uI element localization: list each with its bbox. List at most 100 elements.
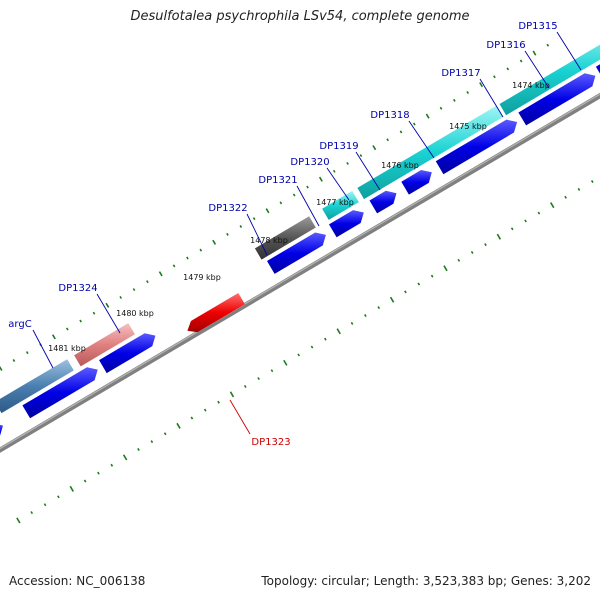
tick-mark-outer <box>532 50 537 56</box>
kbp-label: 1480 kbp <box>116 309 154 318</box>
tick-mark-inner <box>16 517 21 524</box>
tick-mark-inner <box>122 454 128 461</box>
tick-mark-inner <box>57 495 60 499</box>
tick-mark-outer <box>439 106 443 110</box>
label-leader-line <box>246 213 268 256</box>
tick-mark-inner <box>243 384 247 388</box>
tick-mark-outer <box>212 239 217 245</box>
tick-mark-inner <box>443 265 448 272</box>
tick-mark-inner <box>30 511 34 515</box>
tick-mark-outer <box>265 208 270 214</box>
tick-mark-inner <box>270 369 274 373</box>
gene-label-DP1318: DP1318 <box>370 110 409 121</box>
label-layer: 1474 kbp 1475 kbp 1476 kbp 1477 kbp 1478 kbp… <box>8 21 582 448</box>
tick-mark-outer <box>425 113 430 119</box>
gene-label-DP1323: DP1323 <box>251 437 290 448</box>
tick-mark-inner <box>297 353 300 357</box>
accession-label: Accession: NC_006138 <box>9 574 146 588</box>
tick-mark-inner <box>377 306 381 310</box>
gene-label-DP1316: DP1316 <box>486 40 525 51</box>
cds-arrow <box>99 333 156 374</box>
feature-track <box>0 44 600 436</box>
tick-mark-inner <box>364 314 367 318</box>
tick-mark-outer <box>346 161 349 165</box>
tick-mark-inner <box>389 296 395 303</box>
tick-mark-outer <box>318 176 323 182</box>
tick-mark-inner <box>417 282 421 286</box>
gene-label-DP1317: DP1317 <box>441 68 480 79</box>
tick-mark-inner <box>69 485 74 492</box>
tick-mark-outer <box>519 59 523 63</box>
kbp-label: 1476 kbp <box>381 161 419 170</box>
feature-arrow-DP1323 <box>187 293 245 333</box>
tick-mark-outer <box>332 169 336 173</box>
cds-arrow <box>435 119 518 175</box>
cds-arrow <box>22 367 98 419</box>
tick-mark-outer <box>226 232 229 236</box>
cds-arrow <box>518 73 596 126</box>
tick-mark-outer <box>399 130 403 134</box>
tick-mark-outer <box>479 82 484 88</box>
tick-mark-outer <box>506 67 510 71</box>
tick-mark-inner <box>537 211 541 215</box>
tick-mark-inner <box>470 250 474 254</box>
tick-mark-inner <box>257 377 260 381</box>
tick-mark-outer <box>12 359 16 362</box>
tick-mark-outer <box>25 351 29 355</box>
tick-mark-inner <box>550 202 555 209</box>
tick-mark-inner <box>590 180 594 184</box>
map-title: Desulfotalea psychrophila LSv54, complet… <box>130 9 470 24</box>
feature-bar-DP1322 <box>254 216 316 260</box>
tick-mark-inner <box>577 187 581 191</box>
tick-mark-outer <box>132 288 136 292</box>
tick-mark-outer <box>186 256 189 260</box>
tick-mark-inner <box>324 337 327 341</box>
label-leader-line <box>408 120 435 159</box>
cds-arrow <box>267 232 326 274</box>
gene-label-argC: argC <box>8 319 31 330</box>
cds-arrow <box>329 210 364 238</box>
kbp-label: 1481 kbp <box>48 344 86 353</box>
tick-mark-inner <box>97 471 100 475</box>
tick-mark-outer <box>239 225 243 228</box>
tick-marks <box>0 43 594 524</box>
label-leader-line <box>32 329 54 369</box>
gene-label-DP1322: DP1322 <box>208 203 247 214</box>
tick-mark-outer <box>292 193 296 197</box>
tick-mark-inner <box>457 258 461 262</box>
tick-mark-outer <box>466 91 470 94</box>
tick-mark-outer <box>0 365 3 371</box>
label-leader-line <box>229 399 251 435</box>
tick-mark-inner <box>176 422 181 429</box>
tick-mark-outer <box>386 138 389 142</box>
tick-mark-outer <box>279 201 283 205</box>
tick-mark-outer <box>493 75 496 79</box>
tick-mark-inner <box>336 328 341 335</box>
tick-mark-outer <box>92 311 96 315</box>
tick-mark-outer <box>546 43 550 47</box>
tick-mark-inner <box>564 195 567 199</box>
tick-mark-outer <box>146 280 149 284</box>
tick-mark-outer <box>359 154 363 158</box>
tick-mark-outer <box>51 334 56 340</box>
tick-mark-outer <box>252 217 256 221</box>
cds-arrow <box>369 190 397 214</box>
tick-mark-inner <box>217 400 220 404</box>
label-leader-line <box>524 50 550 89</box>
cds-arrow <box>401 170 432 195</box>
kbp-label: 1477 kbp <box>316 198 354 207</box>
tick-mark-inner <box>83 479 87 483</box>
tick-mark-inner <box>404 290 407 294</box>
kbp-label: 1474 kbp <box>512 81 550 90</box>
backbone-line <box>0 92 600 453</box>
cds-arrow <box>595 64 600 74</box>
tick-mark-outer <box>158 271 163 277</box>
tick-mark-inner <box>430 274 434 278</box>
kbp-label: 1478 kbp <box>250 236 288 245</box>
tick-mark-inner <box>496 233 502 240</box>
label-leader-line <box>296 185 320 227</box>
gene-label-DP1321: DP1321 <box>258 175 297 186</box>
tick-mark-outer <box>306 185 309 189</box>
backbone-highlight <box>0 93 600 450</box>
